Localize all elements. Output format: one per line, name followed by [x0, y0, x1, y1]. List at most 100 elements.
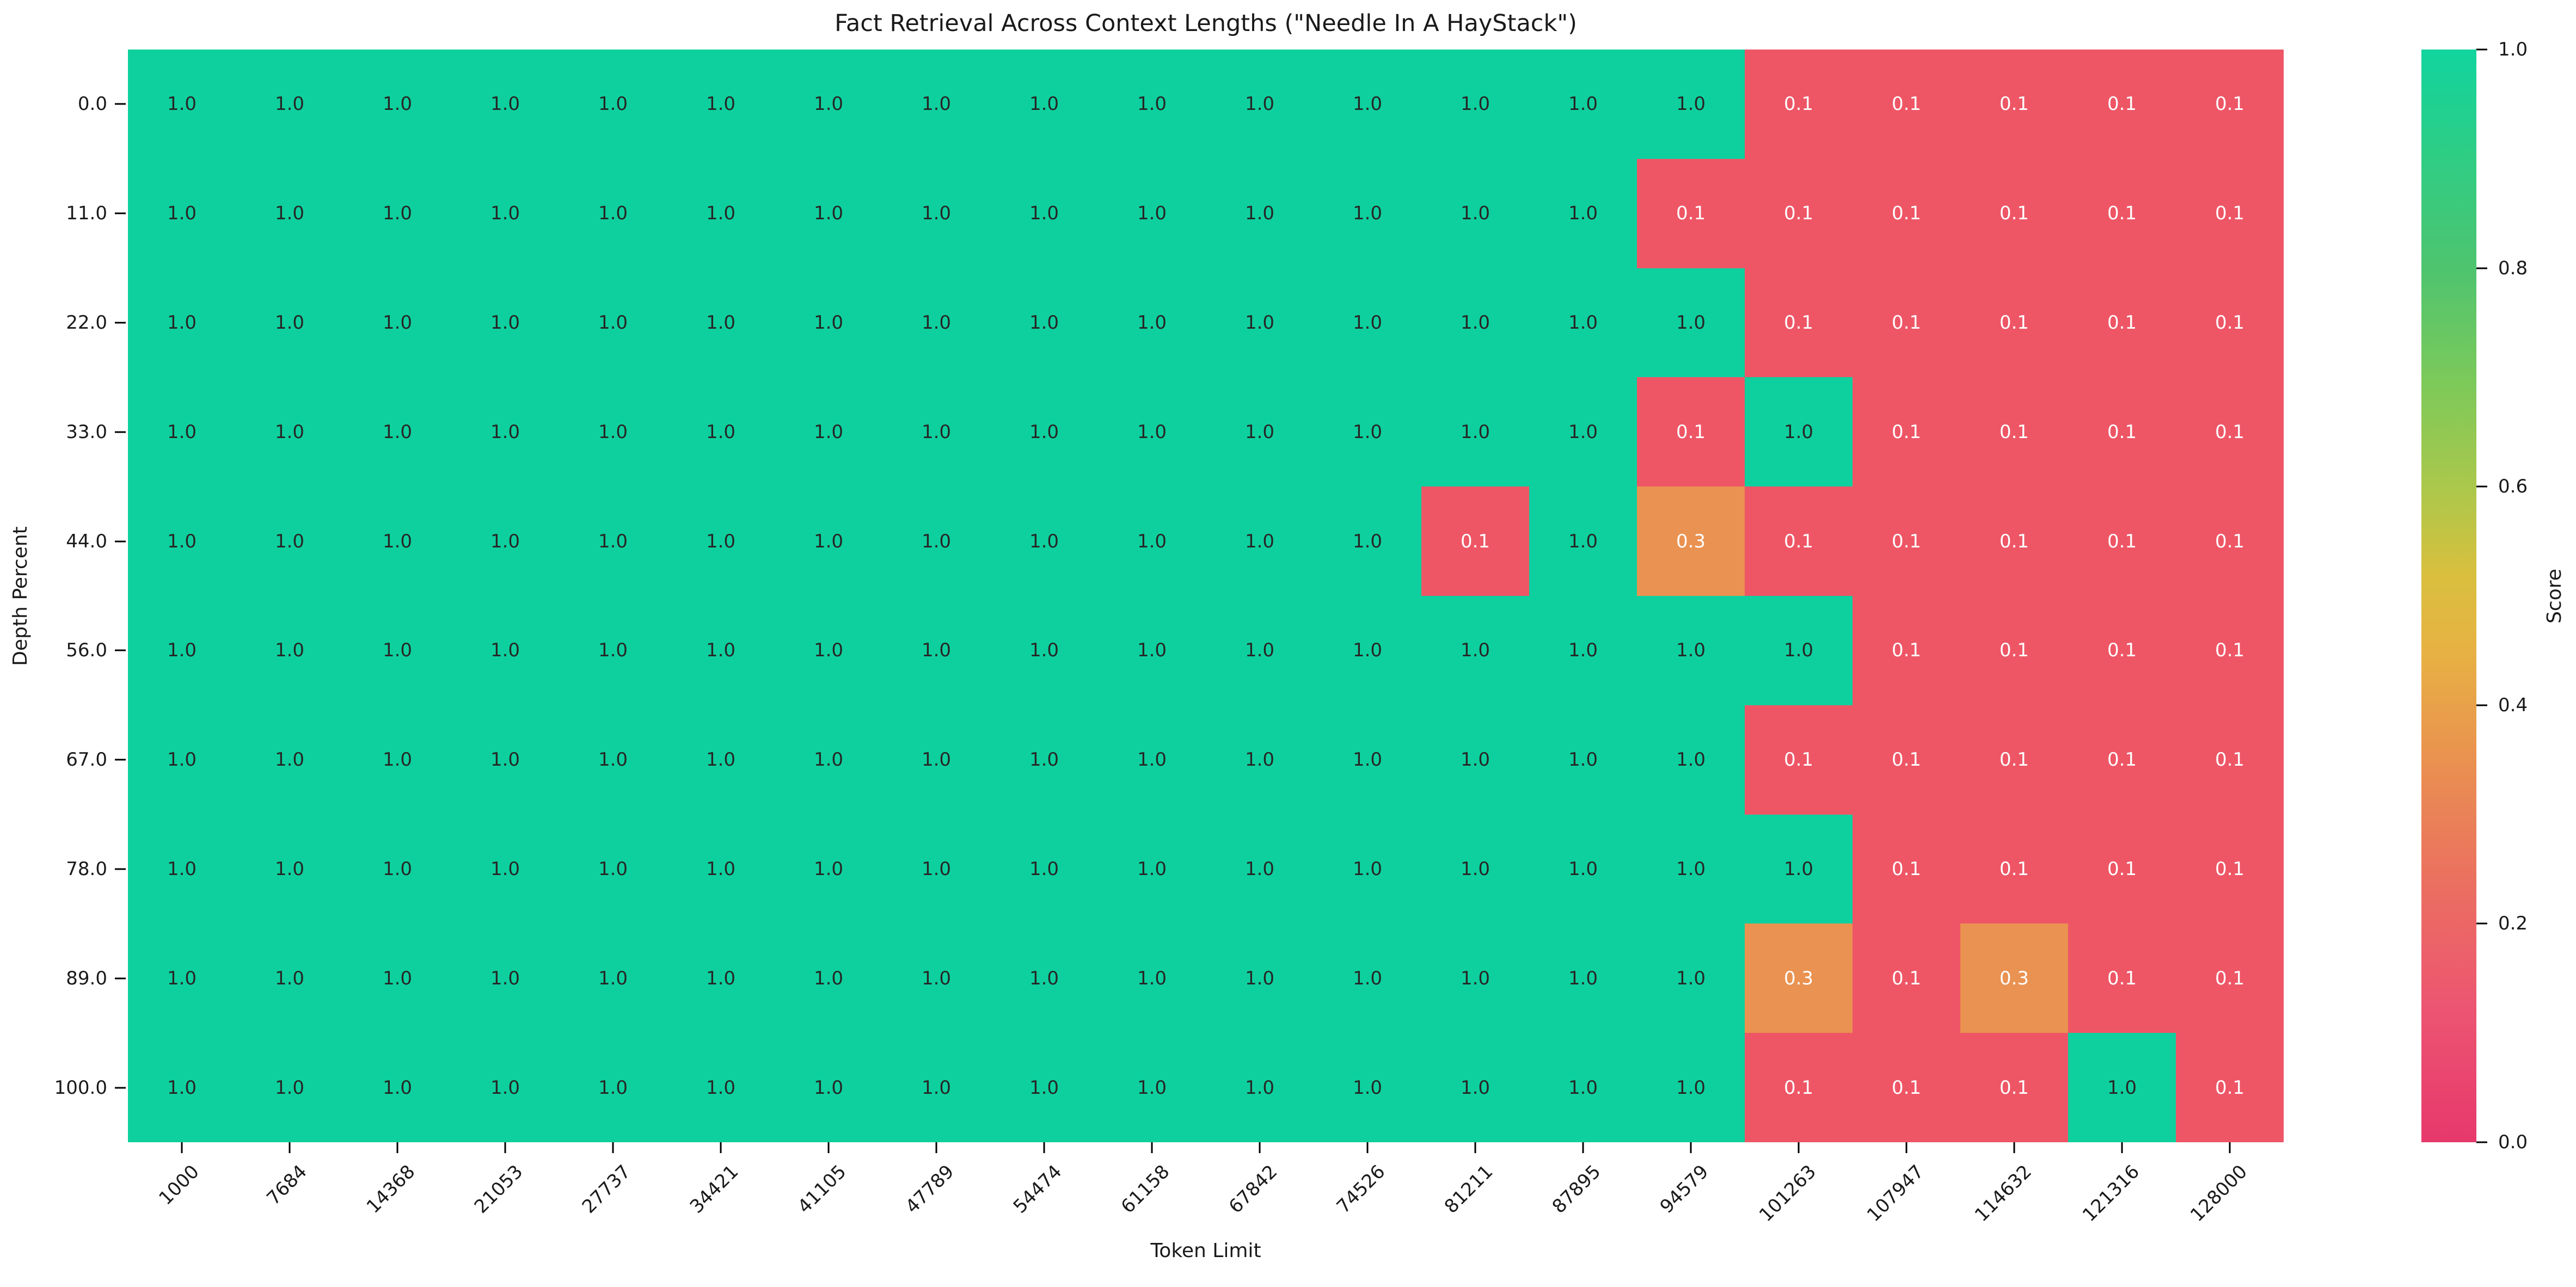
heatmap-cell: 1.0 [128, 268, 236, 378]
heatmap-cell: 1.0 [1098, 377, 1206, 487]
heatmap-cell: 1.0 [128, 1033, 236, 1142]
heatmap-cell: 1.0 [236, 596, 344, 705]
heatmap-cell: 1.0 [1637, 596, 1745, 705]
heatmap-cell: 0.1 [1637, 377, 1745, 487]
heatmap-cell: 1.0 [775, 487, 882, 596]
y-tick-mark [115, 103, 126, 105]
heatmap-cell: 1.0 [451, 487, 559, 596]
x-tick-label: 14368 [362, 1161, 420, 1218]
colorbar-tick-mark [2476, 48, 2487, 51]
colorbar-tick-label: 0.4 [2498, 694, 2528, 716]
heatmap-cell: 0.1 [2176, 596, 2284, 705]
x-tick-mark [2229, 1142, 2231, 1153]
heatmap-cell: 1.0 [1098, 268, 1206, 378]
y-tick-mark [115, 540, 126, 543]
heatmap-cell: 1.0 [882, 50, 990, 159]
y-tick-label: 33.0 [66, 421, 107, 443]
x-tick-mark [720, 1142, 722, 1153]
x-tick-label: 27737 [578, 1161, 635, 1218]
heatmap-cell: 1.0 [990, 596, 1098, 705]
heatmap-cell: 1.0 [344, 923, 451, 1033]
chart-title: Fact Retrieval Across Context Lengths ("… [835, 10, 1577, 37]
heatmap-cell: 0.1 [2176, 1033, 2284, 1142]
heatmap-cell: 1.0 [236, 487, 344, 596]
heatmap-cell: 0.3 [1745, 923, 1853, 1033]
heatmap-cell: 0.1 [1960, 158, 2068, 268]
heatmap-cell: 1.0 [667, 705, 775, 815]
heatmap-cell: 0.1 [2176, 50, 2284, 159]
heatmap-cell: 1.0 [128, 158, 236, 268]
heatmap-cell: 1.0 [1529, 814, 1637, 924]
heatmap-cell: 0.1 [1745, 487, 1853, 596]
heatmap-cell: 1.0 [1206, 596, 1314, 705]
x-tick-mark [1474, 1142, 1476, 1153]
heatmap-cell: 1.0 [1314, 596, 1421, 705]
heatmap-cell: 1.0 [1098, 50, 1206, 159]
heatmap-cell: 1.0 [1206, 268, 1314, 378]
heatmap-cell: 1.0 [236, 158, 344, 268]
heatmap-cell: 0.1 [2176, 158, 2284, 268]
y-tick-mark [115, 649, 126, 651]
heatmap-cell: 1.0 [236, 923, 344, 1033]
heatmap-cell: 1.0 [559, 268, 667, 378]
heatmap-cell: 1.0 [775, 1033, 882, 1142]
heatmap-cell: 1.0 [667, 377, 775, 487]
heatmap-cell: 1.0 [236, 705, 344, 815]
heatmap-cell: 1.0 [1421, 705, 1529, 815]
heatmap-cell: 0.1 [2176, 268, 2284, 378]
heatmap-cell: 1.0 [1637, 923, 1745, 1033]
heatmap-cell: 1.0 [1098, 814, 1206, 924]
heatmap-cell: 1.0 [990, 50, 1098, 159]
heatmap-cell: 0.3 [1637, 487, 1745, 596]
heatmap-cell: 1.0 [667, 596, 775, 705]
heatmap-cell: 1.0 [1098, 923, 1206, 1033]
heatmap-cell: 1.0 [667, 923, 775, 1033]
heatmap-cell: 1.0 [990, 268, 1098, 378]
heatmap-cell: 0.1 [1853, 1033, 1960, 1142]
heatmap-cell: 0.1 [2068, 923, 2176, 1033]
heatmap-grid: 1.0 1.0 1.0 1.0 1.0 1.0 1.0 1.0 1.0 1.0 1.0 1.0 1.0 1… [128, 50, 2284, 1142]
heatmap-cell: 0.1 [2068, 377, 2176, 487]
heatmap-cell: 1.0 [1421, 923, 1529, 1033]
heatmap-cell: 1.0 [1529, 1033, 1637, 1142]
heatmap-cell: 1.0 [1421, 596, 1529, 705]
heatmap-cell: 0.1 [1745, 50, 1853, 159]
heatmap-cell: 0.1 [1421, 487, 1529, 596]
heatmap-cell: 1.0 [1421, 814, 1529, 924]
heatmap-cell: 1.0 [1529, 377, 1637, 487]
colorbar-tick-label: 1.0 [2498, 39, 2528, 60]
y-tick-label: 11.0 [66, 202, 107, 225]
y-tick-mark [115, 759, 126, 761]
heatmap-cell: 1.0 [990, 487, 1098, 596]
heatmap-cell: 1.0 [1098, 158, 1206, 268]
heatmap-cell: 1.0 [990, 705, 1098, 815]
x-tick-label: 128000 [2186, 1161, 2252, 1227]
heatmap-cell: 1.0 [236, 1033, 344, 1142]
heatmap-cell: 1.0 [1637, 705, 1745, 815]
heatmap-cell: 1.0 [1745, 814, 1853, 924]
heatmap-cell: 1.0 [344, 377, 451, 487]
heatmap-cell: 1.0 [775, 923, 882, 1033]
heatmap-cell: 0.1 [1853, 158, 1960, 268]
heatmap-cell: 1.0 [882, 814, 990, 924]
y-axis-ticks: 0.0 11.0 22.0 33.0 44.0 56.0 67.0 78.0 89.0 100.0 [0, 50, 127, 1142]
heatmap-cell: 1.0 [451, 814, 559, 924]
heatmap-cell: 0.1 [1637, 158, 1745, 268]
x-tick-label: 1000 [155, 1161, 204, 1210]
heatmap-cell: 0.1 [1853, 268, 1960, 378]
x-tick-mark [1151, 1142, 1153, 1153]
heatmap-cell: 1.0 [1529, 705, 1637, 815]
heatmap-cell: 1.0 [559, 923, 667, 1033]
heatmap-cell: 0.1 [2068, 596, 2176, 705]
heatmap-cell: 1.0 [1529, 50, 1637, 159]
heatmap-cell: 0.1 [2068, 705, 2176, 815]
heatmap-cell: 1.0 [990, 1033, 1098, 1142]
heatmap-cell: 1.0 [236, 377, 344, 487]
heatmap-cell: 1.0 [559, 50, 667, 159]
y-tick-mark [115, 322, 126, 324]
heatmap-cell: 1.0 [775, 814, 882, 924]
heatmap-cell: 1.0 [667, 158, 775, 268]
heatmap-cell: 0.1 [2176, 814, 2284, 924]
y-tick-mark [115, 868, 126, 870]
heatmap-cell: 0.1 [1960, 814, 2068, 924]
